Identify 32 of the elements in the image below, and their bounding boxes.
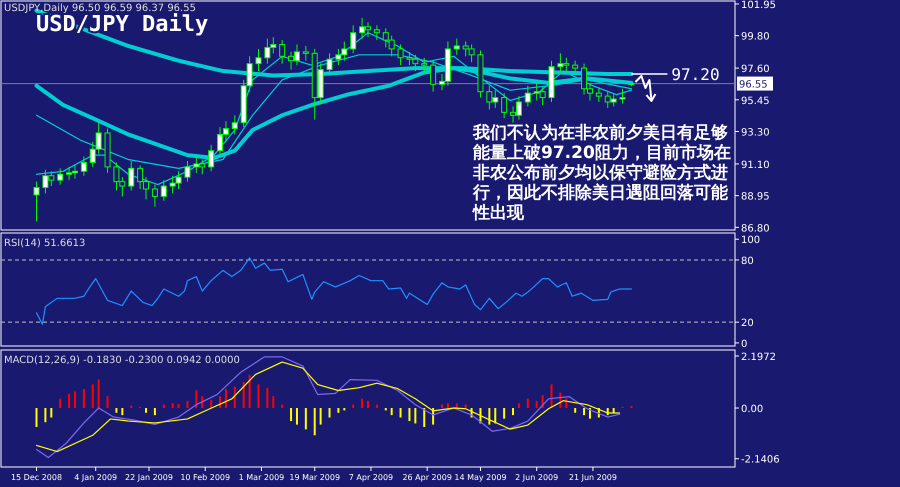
y-tick-label: 86.80 — [741, 223, 770, 234]
y-tick-label: 20 — [741, 318, 754, 330]
x-tick-label: 10 Feb 2009 — [180, 473, 230, 482]
text: RSI(14) 51.6613 — [4, 238, 86, 249]
y-tick-label: 100 — [741, 235, 760, 246]
y-tick-label: 101.95 — [741, 0, 776, 11]
y-tick-label: 0 — [741, 338, 748, 350]
x-tick-label: 2 Jun 2009 — [515, 473, 558, 482]
annotation: 97.20 — [671, 64, 720, 84]
y-tick-label: 88.95 — [741, 192, 770, 203]
y-tick-label: 0.00 — [741, 404, 764, 416]
ref-line-label: 96.55 — [739, 80, 768, 91]
x-tick-label: 26 Apr 2009 — [402, 473, 452, 482]
annotation: 我们不认为在非农前夕美日有足够能量上破97.20阻力，目前市场在非农公布前夕均以保守避险方式进行，因此不排除美日遇阻回落可能性出现 — [473, 123, 731, 223]
y-tick-label: -2.1406 — [741, 454, 780, 466]
y-tick-label: 2.1972 — [741, 352, 776, 363]
y-tick-label: 95.45 — [741, 96, 770, 107]
chart-subtitle: USDJPY,Daily 96.50 96.59 96.37 96.55 — [4, 3, 196, 14]
x-tick-label: 1 Mar 2009 — [238, 473, 284, 482]
x-tick-label: 22 Jan 2009 — [125, 473, 173, 482]
x-tick-label: 15 Dec 2008 — [10, 473, 62, 482]
y-tick-label: 80 — [741, 256, 754, 267]
x-tick-label: 19 Mar 2009 — [289, 473, 340, 482]
text: MACD(12,26,9) -0.1830 -0.2300 0.0942 0.0000 — [4, 355, 240, 366]
y-tick-label: 97.60 — [741, 64, 770, 76]
x-tick-label: 4 Jan 2009 — [74, 473, 118, 482]
x-tick-label: 14 May 2009 — [454, 473, 507, 482]
x-tick-label: 7 Apr 2009 — [348, 473, 394, 482]
x-tick-label: 21 Jun 2009 — [568, 473, 617, 482]
y-tick-label: 91.10 — [741, 160, 770, 171]
y-tick-label: 99.80 — [741, 32, 770, 43]
y-tick-label: 93.30 — [741, 128, 770, 138]
